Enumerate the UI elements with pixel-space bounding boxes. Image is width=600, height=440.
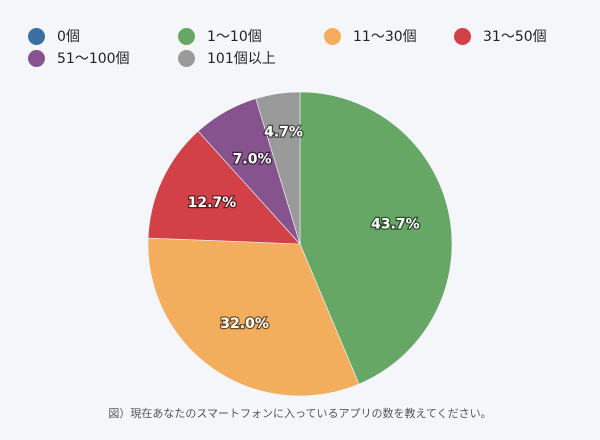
legend-label-2: 11〜30個 <box>353 29 417 45</box>
legend-swatch-1 <box>178 27 195 45</box>
legend-swatch-5 <box>178 49 195 67</box>
slice-label-11-30: 32.0% <box>220 316 269 332</box>
figure-caption: 図）現在あなたのスマートフォンに入っているアプリの数を教えてください。 <box>108 407 492 420</box>
legend-label-0: 0個 <box>57 29 80 45</box>
legend-label-5: 101個以上 <box>207 51 276 67</box>
legend-item-4: 51〜100個 <box>28 46 130 70</box>
pie-slice-101-plus <box>255 91 301 245</box>
legend-swatch-3 <box>454 27 471 45</box>
legend-item-0: 0個 <box>28 24 80 48</box>
legend-swatch-4 <box>28 49 45 67</box>
pie-slice-1-10 <box>299 91 453 385</box>
legend-label-3: 31〜50個 <box>483 29 547 45</box>
legend-swatch-2 <box>324 27 341 45</box>
slice-label-31-50: 12.7% <box>188 195 237 211</box>
legend-item-5: 101個以上 <box>178 46 276 70</box>
legend-label-1: 1〜10個 <box>207 29 262 45</box>
pie-slice-11-30 <box>147 237 360 397</box>
pie-slice-31-50 <box>147 130 301 245</box>
legend-item-2: 11〜30個 <box>324 24 417 48</box>
legend-item-3: 31〜50個 <box>454 24 547 48</box>
slice-label-1-10: 43.7% <box>371 217 420 233</box>
slice-label-51-100: 7.0% <box>233 151 272 167</box>
legend-label-4: 51〜100個 <box>57 51 130 67</box>
slice-label-101-plus: 4.7% <box>264 125 303 141</box>
legend-item-1: 1〜10個 <box>178 24 262 48</box>
legend-swatch-0 <box>28 27 45 45</box>
